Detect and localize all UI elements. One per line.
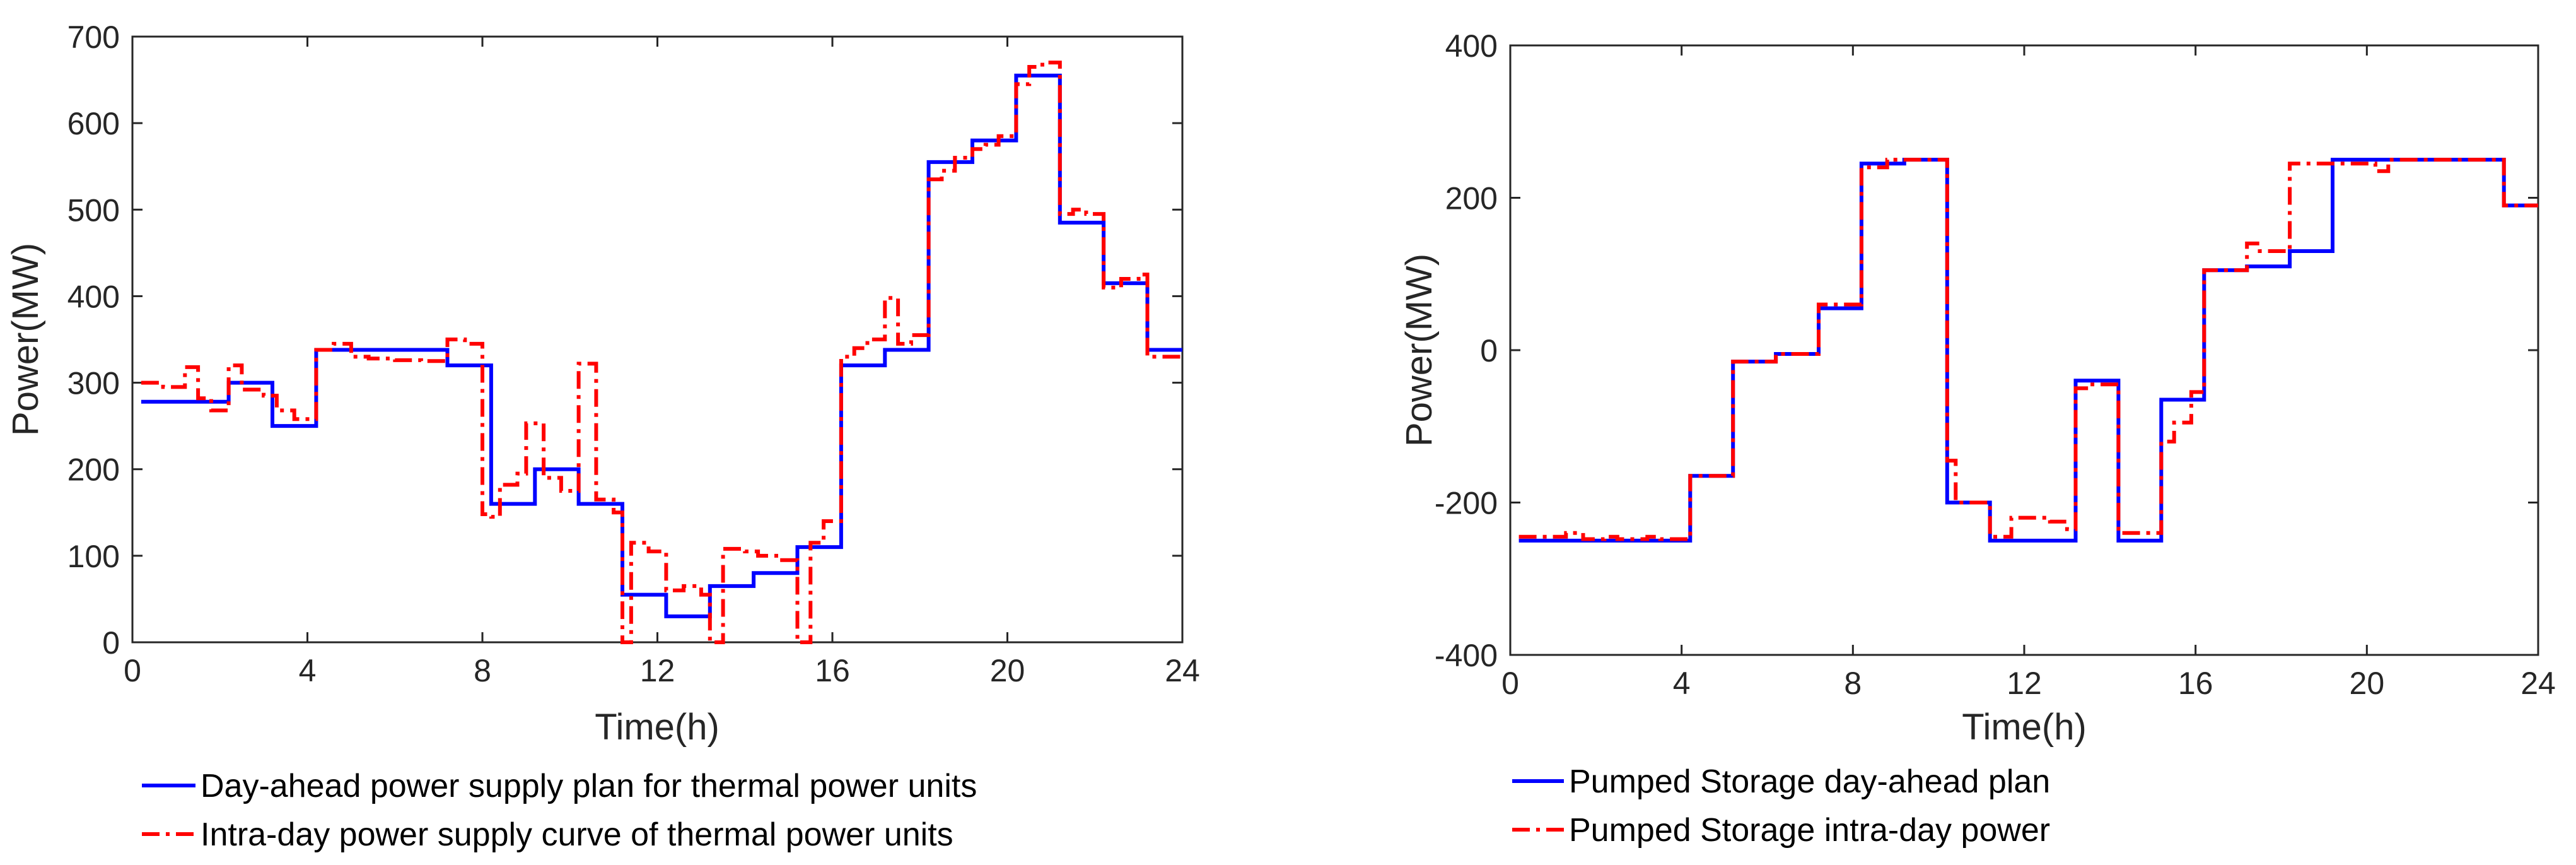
y-tick-label: 0	[102, 625, 120, 661]
chart-thermal-power: 0 4 8 12 16 20 24 0 100 200 300 400 500 600 700 Time(…	[5, 20, 1200, 853]
x-tick-label: 0	[1501, 666, 1519, 701]
x-tick-label: 4	[1673, 666, 1691, 701]
y-tick-label: 400	[1445, 28, 1498, 64]
y-tick-labels: -400 -200 0 200 400	[1435, 28, 1498, 673]
y-tick-label: 200	[1445, 181, 1498, 216]
y-tick-label: -400	[1435, 638, 1498, 673]
x-tick-label: 20	[990, 653, 1025, 688]
x-tick-label: 20	[2350, 666, 2385, 701]
axis-ticks	[1509, 44, 2539, 656]
x-tick-label: 24	[1165, 653, 1200, 688]
x-tick-label: 12	[640, 653, 675, 688]
legend-label-day-ahead: Day-ahead power supply plan for thermal …	[201, 768, 977, 804]
x-tick-label: 8	[474, 653, 491, 688]
series-layer	[1518, 158, 2538, 543]
x-tick-labels: 0 4 8 12 16 20 24	[124, 653, 1200, 688]
y-tick-label: 400	[67, 279, 120, 314]
series-line-intra-day	[141, 61, 1182, 644]
series-line-day-ahead	[141, 73, 1182, 618]
plot-area	[1509, 44, 2539, 656]
y-tick-label: -200	[1435, 486, 1498, 521]
y-axis-label: Power(MW)	[1399, 254, 1440, 447]
x-tick-label: 4	[299, 653, 317, 688]
y-tick-label: 700	[67, 20, 120, 55]
series-layer	[141, 61, 1182, 644]
y-axis-label: Power(MW)	[5, 243, 46, 436]
legend-label-intra-day: Pumped Storage intra-day power	[1569, 812, 2050, 849]
legend: Day-ahead power supply plan for thermal …	[142, 768, 977, 853]
series-line-intra-day	[1518, 158, 2538, 541]
x-tick-label: 24	[2521, 666, 2556, 701]
x-axis-label: Time(h)	[595, 707, 720, 748]
series-line-day-ahead	[1518, 158, 2538, 543]
y-tick-label: 300	[67, 366, 120, 401]
y-tick-labels: 0 100 200 300 400 500 600 700	[67, 20, 120, 661]
y-tick-label: 0	[1480, 333, 1498, 368]
x-tick-label: 12	[2007, 666, 2042, 701]
legend-label-day-ahead: Pumped Storage day-ahead plan	[1569, 763, 2050, 800]
legend-label-intra-day: Intra-day power supply curve of thermal …	[201, 816, 953, 853]
y-tick-label: 100	[67, 539, 120, 574]
axis-ticks	[131, 35, 1184, 644]
y-tick-label: 600	[67, 106, 120, 141]
x-tick-label: 16	[815, 653, 850, 688]
x-tick-label: 8	[1844, 666, 1862, 701]
chart-pumped-storage: 0 4 8 12 16 20 24 -400 -200 0 200 400 Time(h) Powe…	[1399, 28, 2556, 849]
x-tick-label: 0	[124, 653, 141, 688]
x-axis-label: Time(h)	[1962, 707, 2087, 748]
x-tick-labels: 0 4 8 12 16 20 24	[1501, 666, 2556, 701]
legend: Pumped Storage day-ahead plan Pumped Sto…	[1512, 763, 2050, 849]
y-tick-label: 500	[67, 192, 120, 228]
x-tick-label: 16	[2178, 666, 2213, 701]
y-tick-label: 200	[67, 452, 120, 488]
